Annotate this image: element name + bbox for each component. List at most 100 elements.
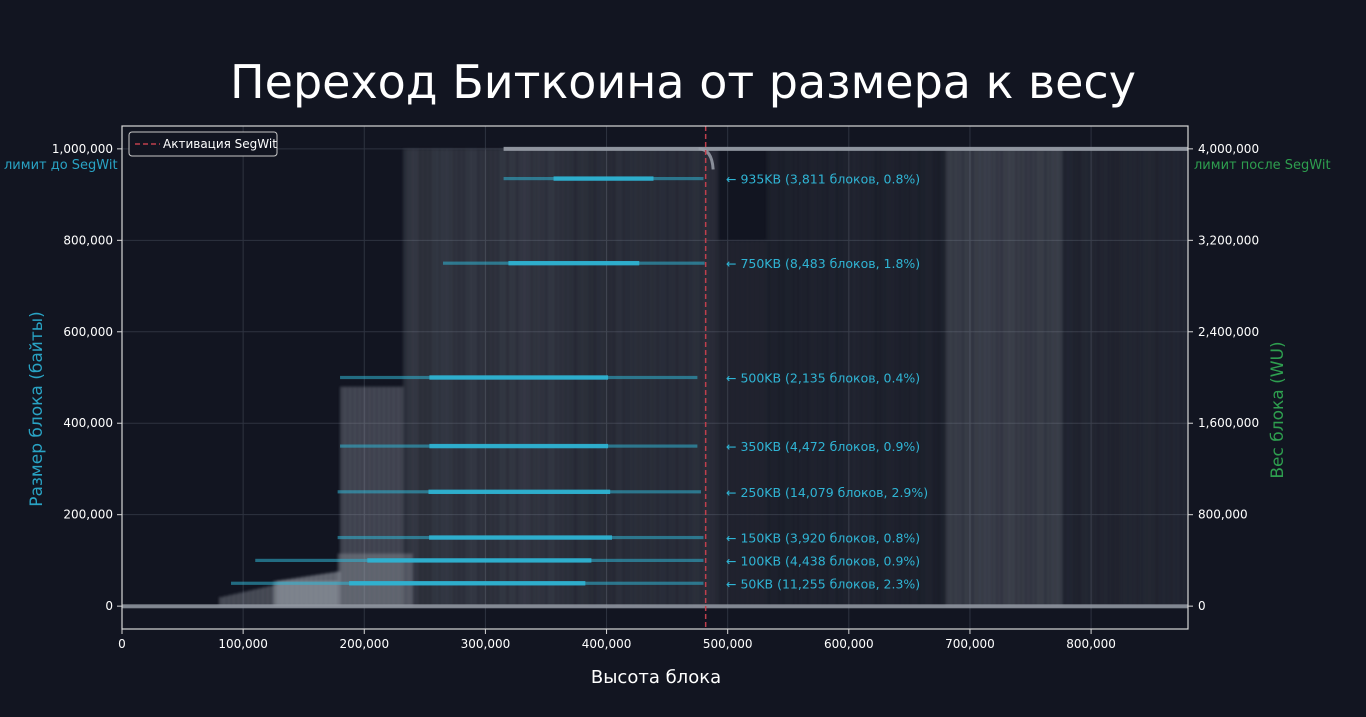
scatter-density-strip [994,148,1000,607]
legend: Активация SegWit [128,131,278,157]
scatter-density-strip [1173,148,1179,607]
scatter-density-strip [873,148,879,607]
scatter-density-strip [795,148,801,607]
scatter-segwit-curve [698,147,715,170]
x-tick-label: 300,000 [461,637,511,651]
scatter-density-strip [1057,148,1063,607]
scatter-density-strip [233,593,239,607]
cluster-band-dense [429,535,612,540]
scatter-density-strip [698,148,705,607]
x-tick-label: 800,000 [1066,637,1116,651]
cluster-annotation: ← 50KB (11,255 блоков, 2.3%) [726,576,920,591]
y-axis-left-label: Размер блока (байты) [27,311,47,507]
scatter-density-strip [1158,148,1165,607]
scatter-density-strip [950,148,957,607]
scatter-density-strip [911,148,918,607]
cluster-band-dense [429,443,609,449]
scatter-density-strip [223,595,230,607]
y-left-tick-label: 800,000 [63,233,113,247]
scatter-density-strip [969,148,976,607]
cluster-layer [231,176,705,586]
scatter-density-strip [761,240,768,607]
scatter-density-strip [1042,148,1049,607]
scatter-density-strip [737,240,743,607]
scatter-density-strip [979,148,986,607]
scatter-baseline [122,604,1188,609]
scatter-density-strip [1149,148,1155,607]
annotation-layer: ← 935KB (3,811 блоков, 0.8%) ← 750KB (8,4… [726,172,928,592]
cluster-annotation: ← 935KB (3,811 блоков, 0.8%) [726,172,920,187]
scatter-density-strip [1183,148,1188,607]
cluster-band-dense [367,558,592,563]
scatter-density-strip [1018,148,1024,607]
x-tick-label: 200,000 [339,637,389,651]
scatter-density-strip [228,594,235,607]
chart-title: Переход Биткоина от размера к весу [230,55,1136,109]
scatter-density-strip [1008,148,1015,607]
cluster-annotation: ← 750KB (8,483 блоков, 1.8%) [726,256,920,271]
scatter-density-strip [839,148,845,607]
scatter-density-strip [262,587,268,607]
scatter-density-strip [936,148,942,607]
scatter-density-strip [1032,148,1039,607]
scatter-density-strip [834,148,840,607]
scatter-density-strip [756,240,763,607]
scatter-density-strip [747,240,753,607]
y-right-tick-label: 3,200,000 [1198,233,1259,247]
scatter-density-strip [810,148,816,607]
scatter-density-strip [853,148,860,607]
scatter-density-strip [960,148,966,607]
scatter-density-strip [999,148,1005,607]
scatter-density-strip [814,148,821,607]
scatter-density-strip [1168,148,1175,607]
legend-label: Активация SegWit [163,137,277,151]
scatter-density-strip [1178,148,1184,607]
scatter-density-strip [1052,148,1058,607]
scatter-density-strip [388,386,394,607]
scatter-density-strip [369,386,375,607]
y-left-tick-label: 600,000 [63,325,113,339]
scatter-density-strip [955,148,961,607]
scatter-density-strip [926,148,932,607]
scatter-density-strip [902,148,908,607]
scatter-density-strip [843,148,850,607]
scatter-density-strip [393,386,399,607]
scatter-density-strip [751,240,758,607]
y-left-tick-label: 0 [105,599,113,613]
scatter-density-strip [989,148,995,607]
cluster-annotation: ← 150KB (3,920 блоков, 0.8%) [726,531,920,546]
x-tick-label: 700,000 [945,637,995,651]
scatter-density-strip [1100,148,1107,607]
scatter-density-strip [848,148,855,607]
scatter-density-strip [805,148,811,607]
scatter-density-strip [1115,148,1121,607]
y-left-tick-label: 200,000 [63,508,113,522]
scatter-density-strip [364,386,370,607]
cluster-annotation: ← 500KB (2,135 блоков, 0.4%) [726,371,920,386]
scatter-density-strip [717,240,724,607]
scatter-density-strip [257,588,264,607]
scatter-density-strip [727,240,734,607]
cluster-annotation: ← 250KB (14,079 блоков, 2.9%) [726,485,928,500]
scatter-density-strip [1003,148,1010,607]
scatter-density-strip [238,592,244,607]
scatter-density-strip [945,148,952,607]
scatter-density-strip [916,148,923,607]
scatter-density-strip [790,148,797,607]
scatter-density-strip [921,148,927,607]
scatter-density-strip [940,148,947,607]
scatter-density-strip [776,148,782,607]
scatter-density-strip [1081,148,1087,607]
scatter-density-strip [1139,148,1145,607]
scatter-density-strip [1144,148,1150,607]
scatter-density-strip [247,590,254,607]
scatter-density-strip [1163,148,1170,607]
x-tick-label: 400,000 [582,637,632,651]
scatter-density-strip [1125,148,1131,607]
scatter-density-strip [1105,148,1112,607]
y-left-tick-label: 400,000 [63,416,113,430]
scatter-density-strip [1062,148,1068,607]
scatter-density-strip [824,148,831,607]
scatter-density-strip [800,148,806,607]
